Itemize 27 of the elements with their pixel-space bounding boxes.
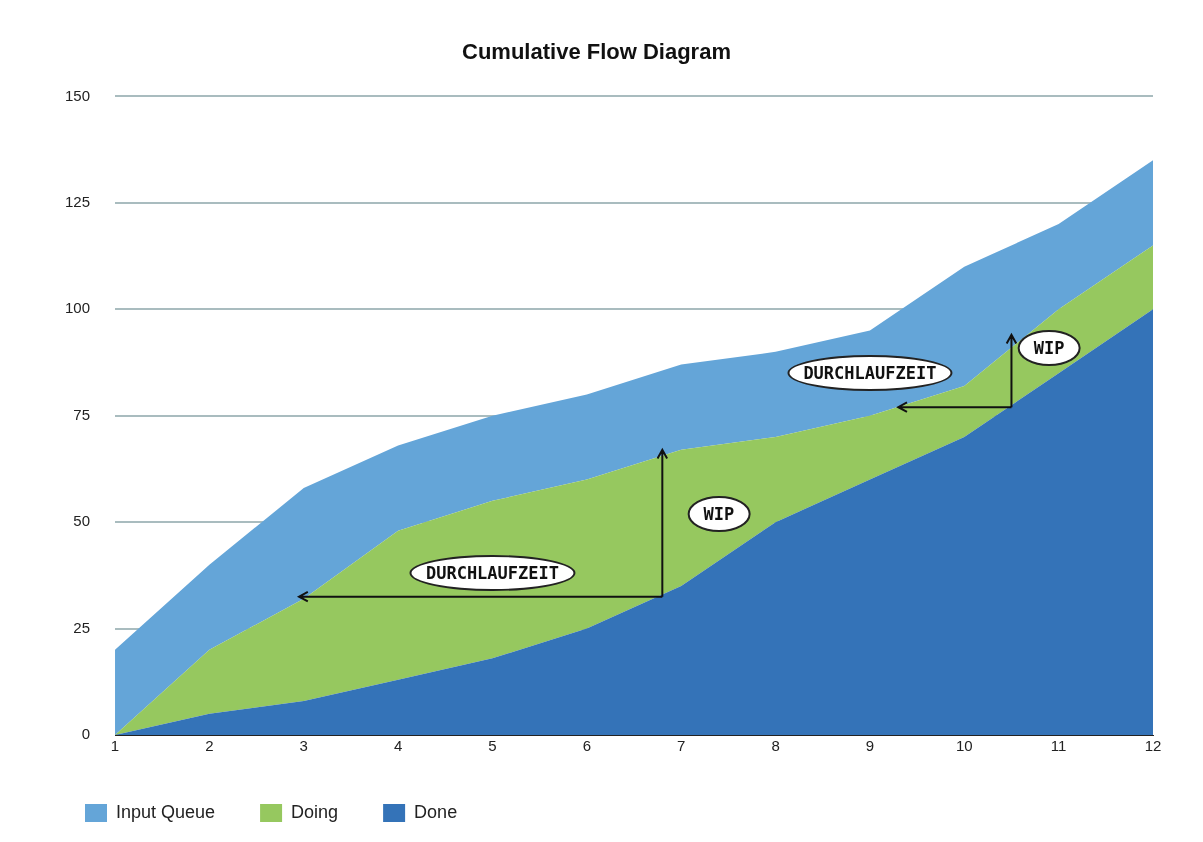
legend-label: Doing (291, 801, 339, 822)
annotation: DURCHLAUFZEIT (787, 355, 953, 392)
annotation: DURCHLAUFZEIT (409, 555, 575, 592)
legend-label: Done (414, 801, 458, 822)
x-tick-label: 6 (582, 737, 591, 755)
y-tick-label: 75 (73, 405, 91, 423)
legend-label: Input Queue (116, 801, 216, 822)
x-tick-label: 11 (1050, 737, 1067, 755)
x-tick-label: 8 (771, 737, 780, 755)
y-tick-label: 0 (81, 725, 91, 743)
chart-title: Cumulative Flow Diagram (462, 39, 731, 65)
x-tick-label: 5 (488, 737, 497, 755)
y-tick-label: 50 (73, 512, 91, 530)
annotation: WIP (1017, 329, 1081, 366)
x-tick-label: 9 (865, 737, 875, 755)
x-tick-label: 3 (299, 737, 308, 755)
y-tick-label: 100 (65, 299, 91, 317)
y-tick-label: 125 (65, 192, 91, 210)
x-tick-label: 1 (110, 737, 120, 755)
annotation: WIP (687, 495, 751, 532)
x-tick-label: 4 (393, 737, 403, 755)
x-tick-label: 2 (205, 737, 214, 755)
y-tick-label: 25 (73, 618, 91, 636)
y-tick-label: 150 (65, 86, 91, 104)
x-tick-label: 10 (955, 737, 973, 755)
x-tick-label: 12 (1144, 737, 1162, 755)
x-tick-label: 7 (677, 737, 686, 755)
